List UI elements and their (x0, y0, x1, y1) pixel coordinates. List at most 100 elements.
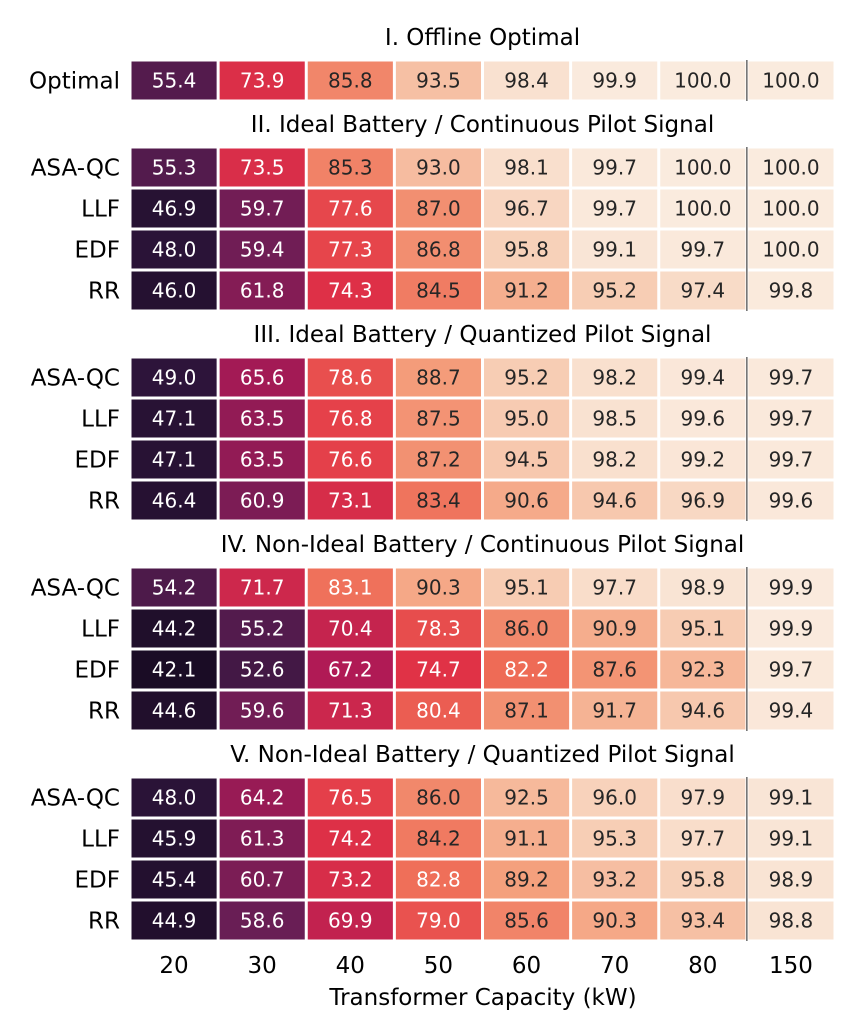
cell-value-label: 99.8 (769, 279, 814, 303)
cell-value-label: 97.9 (681, 786, 726, 810)
cell-value-label: 70.4 (328, 617, 373, 641)
heatmap-cell (660, 481, 746, 520)
cell-value-label: 90.9 (592, 617, 637, 641)
heatmap-cell (219, 568, 305, 607)
heatmap-cell (484, 189, 570, 228)
panel-title: III. Ideal Battery / Quantized Pilot Sig… (254, 322, 712, 348)
cell-value-label: 98.2 (592, 448, 637, 472)
heatmap-cell (395, 189, 481, 228)
heatmap-cell (219, 609, 305, 648)
cell-value-label: 46.4 (152, 489, 197, 513)
cell-value-label: 93.0 (416, 156, 461, 180)
heatmap-cell (131, 61, 217, 100)
heatmap-cell (307, 358, 393, 397)
heatmap-cell (219, 691, 305, 730)
cell-value-label: 73.5 (240, 156, 285, 180)
heatmap-cell (572, 650, 658, 689)
cell-value-label: 73.2 (328, 868, 373, 892)
heatmap-cell (307, 481, 393, 520)
heatmap-cell (219, 189, 305, 228)
cell-value-label: 99.6 (681, 407, 726, 431)
heatmap-cell (219, 650, 305, 689)
cell-value-label: 44.6 (152, 699, 197, 723)
heatmap-cell (484, 860, 570, 899)
cell-value-label: 90.6 (504, 489, 549, 513)
cell-value-label: 76.6 (328, 448, 373, 472)
x-tick-label: 20 (159, 953, 188, 979)
x-tick-label: 70 (600, 953, 629, 979)
heatmap-cell (307, 901, 393, 940)
cell-value-label: 99.7 (769, 448, 814, 472)
cell-value-label: 59.4 (240, 238, 285, 262)
heatmap-cell (484, 271, 570, 310)
cell-value-label: 99.7 (769, 407, 814, 431)
cell-value-label: 93.4 (681, 909, 726, 933)
cell-value-label: 48.0 (152, 786, 197, 810)
cell-value-label: 91.2 (504, 279, 549, 303)
cell-value-label: 91.1 (504, 827, 549, 851)
cell-value-label: 97.7 (681, 827, 726, 851)
cell-value-label: 74.2 (328, 827, 373, 851)
heatmap-cell (484, 901, 570, 940)
heatmap-cell (572, 481, 658, 520)
heatmap-cell (660, 778, 746, 817)
heatmap-panel: V. Non-Ideal Battery / Quantized Pilot S… (31, 742, 834, 941)
heatmap-cell (572, 778, 658, 817)
cell-value-label: 65.6 (240, 366, 285, 390)
cell-value-label: 61.8 (240, 279, 285, 303)
heatmap-cell (307, 189, 393, 228)
cell-value-label: 45.9 (152, 827, 197, 851)
cell-value-label: 79.0 (416, 909, 461, 933)
heatmap-cell (572, 860, 658, 899)
heatmap-cell (219, 440, 305, 479)
heatmap-cell (484, 568, 570, 607)
cell-value-label: 90.3 (416, 576, 461, 600)
cell-value-label: 99.1 (769, 786, 814, 810)
x-tick-label: 40 (336, 953, 365, 979)
row-label: LLF (81, 197, 120, 223)
cell-value-label: 69.9 (328, 909, 373, 933)
cell-value-label: 91.7 (592, 699, 637, 723)
cell-value-label: 99.9 (592, 69, 637, 93)
heatmap-cell (484, 650, 570, 689)
cell-value-label: 100.0 (674, 156, 731, 180)
heatmap-cell (572, 399, 658, 438)
cell-value-label: 46.0 (152, 279, 197, 303)
heatmap-cell (131, 901, 217, 940)
cell-value-label: 83.4 (416, 489, 461, 513)
heatmap-cell (219, 61, 305, 100)
cell-value-label: 96.7 (504, 197, 549, 221)
row-label: ASA-QC (31, 156, 120, 182)
heatmap-cell (131, 230, 217, 269)
cell-value-label: 76.8 (328, 407, 373, 431)
heatmap-panel: II. Ideal Battery / Continuous Pilot Sig… (31, 112, 834, 311)
heatmap-cell (131, 481, 217, 520)
cell-value-label: 98.8 (769, 909, 814, 933)
cell-value-label: 97.4 (681, 279, 726, 303)
x-tick-label: 150 (769, 953, 813, 979)
row-label: RR (88, 909, 120, 935)
cell-value-label: 93.5 (416, 69, 461, 93)
row-label: LLF (81, 827, 120, 853)
heatmap-cell (660, 271, 746, 310)
heatmap-cell (219, 778, 305, 817)
cell-value-label: 82.8 (416, 868, 461, 892)
heatmap-cell (660, 691, 746, 730)
cell-value-label: 98.9 (769, 868, 814, 892)
heatmap-cell (748, 650, 834, 689)
heatmap-panel: I. Offline Optimal Optimal 55.4 73.9 85.8 93.… (29, 25, 834, 101)
heatmap-cell (219, 860, 305, 899)
heatmap-cell (307, 650, 393, 689)
row-label: RR (88, 279, 120, 305)
cell-value-label: 95.8 (681, 868, 726, 892)
heatmap-cell (395, 481, 481, 520)
heatmap-cell (484, 358, 570, 397)
heatmap-cell (748, 568, 834, 607)
panel-title: II. Ideal Battery / Continuous Pilot Sig… (251, 112, 714, 138)
cell-value-label: 83.1 (328, 576, 373, 600)
cell-value-label: 99.9 (769, 576, 814, 600)
heatmap-cell (395, 819, 481, 858)
heatmap-cell (572, 819, 658, 858)
cell-value-label: 89.2 (504, 868, 549, 892)
cell-value-label: 99.7 (769, 658, 814, 682)
